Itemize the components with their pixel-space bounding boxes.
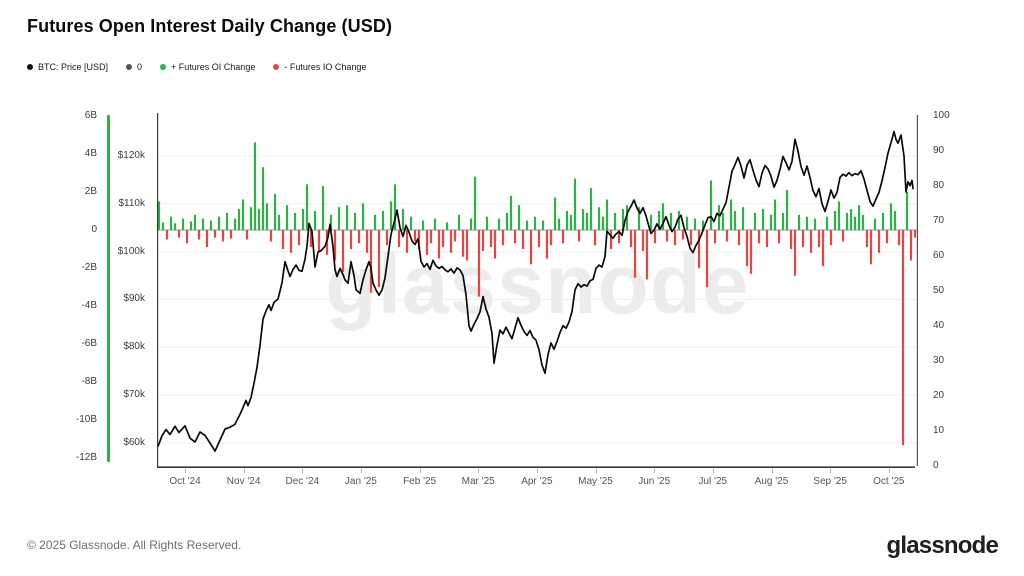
month-tick: [712, 469, 714, 473]
tick-label: 6B: [84, 109, 97, 121]
tick-label: 50: [933, 284, 945, 296]
tick-label: -8B: [81, 376, 97, 388]
tick-label: 70: [933, 214, 945, 226]
month-tick: [185, 469, 186, 473]
month-label: Oct '25: [873, 476, 905, 487]
tick-label: 10: [933, 424, 945, 436]
legend-item-btc-price[interactable]: BTC: Price [USD]: [27, 62, 108, 72]
page-title: Futures Open Interest Daily Change (USD): [27, 16, 393, 36]
legend-label: BTC: Price [USD]: [38, 62, 109, 72]
month-label: Dec '24: [285, 476, 320, 487]
month-label: Nov '24: [226, 476, 261, 487]
legend-dot-icon: [27, 64, 33, 70]
tick-label: -4B: [81, 300, 97, 312]
month-tick: [536, 469, 538, 473]
month-label: Apr '25: [521, 476, 553, 487]
month-label: Jan '25: [344, 476, 377, 487]
month-tick: [419, 469, 421, 473]
legend-item-positive-oi-change[interactable]: + Futures OI Change: [160, 62, 255, 72]
month-tick: [654, 469, 656, 473]
month-label: Jun '25: [638, 476, 671, 487]
month-label: Jul '25: [698, 476, 728, 487]
tick-label: $60k: [123, 436, 145, 448]
tick-label: -10B: [75, 414, 97, 426]
month-tick: [360, 469, 362, 473]
legend-label: 0: [137, 62, 143, 72]
chart-plot-area[interactable]: [157, 113, 918, 468]
oi-change-axis-line: [107, 115, 110, 462]
tick-label: 0: [933, 459, 939, 471]
month-label: Sep '25: [813, 476, 847, 487]
tick-label: -12B: [75, 452, 97, 464]
legend-dot-icon: [126, 64, 133, 70]
month-tick: [595, 469, 597, 473]
tick-label: 100: [933, 109, 950, 121]
month-tick: [243, 469, 245, 473]
legend-label: + Futures OI Change: [171, 62, 256, 72]
legend-dot-icon: [273, 64, 280, 70]
glassnode-watermark: glassnode: [325, 237, 750, 331]
tick-label: -2B: [81, 262, 97, 274]
tick-label: $90k: [123, 293, 145, 305]
tick-label: 80: [933, 179, 945, 191]
month-label: Aug '25: [754, 476, 789, 487]
tick-label: $120k: [117, 150, 145, 161]
tick-label: 0: [91, 224, 97, 235]
month-tick: [302, 469, 304, 473]
month-tick: [888, 469, 890, 473]
month-label: Mar '25: [461, 476, 495, 487]
month-label: Oct '24: [169, 476, 201, 487]
tick-label: 2B: [84, 185, 97, 197]
tick-label: $100k: [117, 245, 145, 257]
glassnode-logo[interactable]: glassnode: [886, 532, 999, 559]
month-tick: [771, 469, 773, 473]
tick-label: $70k: [123, 389, 145, 401]
tick-label: $80k: [123, 341, 145, 353]
tick-label: 90: [933, 144, 945, 156]
month-tick: [478, 469, 480, 473]
chart-legend: BTC: Price [USD] 0 + Futures OI Change -…: [27, 62, 366, 72]
tick-label: 4B: [84, 147, 97, 159]
tick-label: 20: [933, 389, 945, 401]
tick-label: 60: [933, 249, 945, 261]
tick-label: -6B: [81, 338, 97, 350]
copyright-text: © 2025 Glassnode. All Rights Reserved.: [27, 538, 242, 552]
month-label: May '25: [578, 476, 613, 487]
month-label: Feb '25: [403, 476, 437, 487]
legend-dot-icon: [160, 64, 167, 70]
legend-item-zero[interactable]: 0: [126, 62, 142, 72]
legend-label: - Futures IO Change: [284, 62, 367, 72]
tick-label: $110k: [118, 197, 145, 209]
month-tick: [830, 469, 832, 473]
tick-label: 40: [933, 319, 945, 331]
legend-item-negative-oi-change[interactable]: - Futures IO Change: [273, 62, 366, 72]
tick-label: 30: [933, 354, 945, 366]
